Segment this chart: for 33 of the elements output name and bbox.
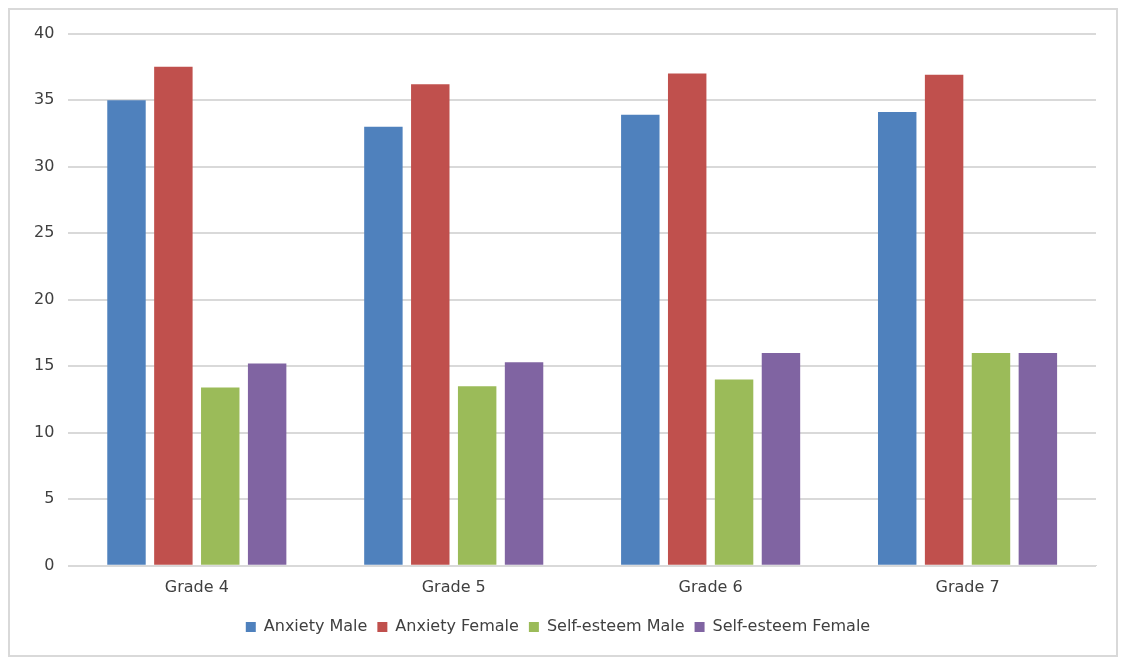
y-tick-label: 10 xyxy=(34,421,55,441)
bar xyxy=(154,66,193,565)
bar xyxy=(364,126,403,565)
bar xyxy=(107,100,146,565)
bar xyxy=(201,387,240,565)
x-tick-label: Grade 7 xyxy=(935,576,1000,596)
y-tick-label: 0 xyxy=(44,554,55,574)
bar xyxy=(667,73,707,565)
bar xyxy=(621,114,660,565)
bar xyxy=(924,74,964,565)
y-tick-label: 40 xyxy=(34,22,55,42)
legend-label: Self-esteem Female xyxy=(712,616,871,636)
bar xyxy=(411,84,450,565)
x-tick-label: Grade 6 xyxy=(678,576,743,596)
legend-label: Anxiety Female xyxy=(395,616,519,636)
bar xyxy=(714,379,754,565)
bar xyxy=(457,386,497,565)
bar xyxy=(1018,352,1058,565)
x-tick-label: Grade 5 xyxy=(421,576,486,596)
legend-label: Anxiety Male xyxy=(263,616,368,636)
bar xyxy=(877,112,917,565)
y-tick-label: 20 xyxy=(34,288,55,308)
y-tick-label: 35 xyxy=(34,89,55,109)
y-tick-label: 15 xyxy=(34,355,55,375)
y-tick-label: 25 xyxy=(34,222,55,242)
y-tick-label: 30 xyxy=(34,155,55,175)
x-tick-label: Grade 4 xyxy=(164,576,229,596)
bar xyxy=(761,352,801,565)
bar xyxy=(247,363,287,565)
bar xyxy=(504,362,544,565)
bar xyxy=(971,352,1011,565)
legend-label: Self-esteem Male xyxy=(546,616,685,636)
y-tick-label: 5 xyxy=(44,488,55,508)
